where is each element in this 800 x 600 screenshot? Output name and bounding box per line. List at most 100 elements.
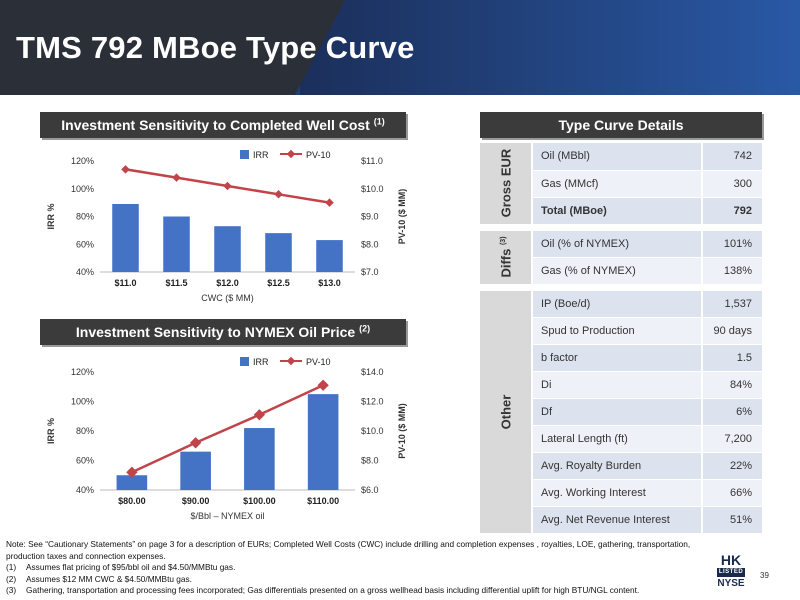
y-tick-label: 120%: [71, 367, 94, 377]
details-label: Avg. Working Interest: [532, 479, 702, 507]
y-tick-label: 60%: [76, 239, 94, 249]
details-value: 7,200: [700, 425, 762, 453]
details-label: Spud to Production: [532, 317, 702, 345]
details-value: 90 days: [700, 317, 762, 345]
irr-bar: [316, 240, 343, 272]
details-row: Gas (% of NYMEX) 138%: [480, 257, 762, 285]
details-label: Oil (MBbl): [532, 143, 702, 171]
details-row: Diffs (3) Oil (% of NYMEX) 101%: [480, 230, 762, 285]
y2-tick-label: $12.0: [361, 397, 384, 407]
details-label: Df: [532, 398, 702, 426]
page-number: 39: [760, 571, 769, 580]
details-group-label: Diffs (3): [498, 236, 513, 278]
x-tick-label: $13.0: [318, 278, 341, 288]
details-value: 1.5: [700, 344, 762, 372]
irr-bar: [112, 204, 139, 272]
type-curve-details-table: Gross EUR Oil (MBbl) 742 Gas (MMcf) 300 Total…: [480, 143, 762, 534]
wellcost-section-title: Investment Sensitivity to Completed Well…: [40, 112, 406, 138]
pv10-point: [325, 198, 334, 207]
details-row: Gross EUR Oil (MBbl) 742: [480, 143, 762, 225]
legend-irr-swatch: [240, 357, 249, 366]
irr-bar: [163, 216, 190, 272]
details-row: Df 6%: [480, 398, 762, 426]
details-value: 742: [700, 143, 762, 171]
pv10-line: [131, 384, 324, 474]
details-group: Gross EUR: [480, 143, 533, 225]
y2-axis-label: PV-10 ($ MM): [397, 189, 407, 245]
details-value: 84%: [700, 371, 762, 399]
footnote-main: Note: See “Cautionary Statements” on pag…: [6, 539, 691, 561]
details-value: 1,537: [700, 290, 762, 318]
details-label: IP (Boe/d): [532, 290, 702, 318]
pv10-point: [121, 165, 130, 174]
x-axis-label: CWC ($ MM): [201, 293, 254, 303]
details-label: Avg. Royalty Burden: [532, 452, 702, 480]
y2-tick-label: $11.0: [361, 156, 383, 166]
y2-tick-label: $9.0: [361, 212, 379, 222]
irr-bar: [244, 428, 275, 490]
details-row: Avg. Royalty Burden 22%: [480, 452, 762, 480]
footnotes: Note: See “Cautionary Statements” on pag…: [6, 539, 706, 597]
y-tick-label: 100%: [71, 184, 94, 194]
y2-tick-label: $8.0: [361, 239, 379, 249]
header-banner: TMS 792 MBoe Type Curve: [0, 0, 800, 95]
details-label: b factor: [532, 344, 702, 372]
irr-bar: [265, 233, 292, 272]
y-tick-label: 80%: [76, 212, 94, 222]
irr-bar: [180, 451, 211, 490]
oil-price-chart: 40% 60% 80% 100% 120% $6.0 $8.0 $10.0 $12.0 $14.0…: [46, 356, 407, 521]
y2-tick-label: $8.0: [361, 456, 379, 466]
y2-tick-label: $14.0: [361, 367, 384, 377]
details-row: b factor 1.5: [480, 344, 762, 372]
details-value: 792: [700, 197, 762, 225]
legend-pv10-marker: [286, 149, 296, 159]
pv10-point: [223, 181, 232, 191]
pv10-point: [126, 466, 138, 478]
details-row: Spud to Production 90 days: [480, 317, 762, 345]
x-tick-label: $11.0: [114, 278, 136, 288]
oil-section-title: Investment Sensitivity to NYMEX Oil Pric…: [40, 319, 406, 345]
x-tick-label: $80.00: [118, 496, 146, 506]
pv10-point: [317, 379, 329, 391]
details-group-label: Gross EUR: [498, 148, 513, 218]
x-tick-label: $90.00: [182, 496, 210, 506]
legend-pv10-label: PV-10: [306, 357, 331, 367]
details-group-label: Other: [498, 394, 513, 429]
y2-tick-label: $10.0: [361, 426, 384, 436]
details-label: Gas (% of NYMEX): [532, 257, 702, 285]
details-row: Lateral Length (ft) 7,200: [480, 425, 762, 453]
legend-irr-label: IRR: [253, 150, 269, 160]
x-axis-label: $/Bbl – NYMEX oil: [190, 511, 264, 521]
details-row: Di 84%: [480, 371, 762, 399]
details-value: 6%: [700, 398, 762, 426]
details-section-title: Type Curve Details: [480, 112, 762, 138]
x-tick-label: $12.0: [216, 278, 239, 288]
details-row: Other IP (Boe/d) 1,537: [480, 290, 762, 534]
details-row: Gas (MMcf) 300: [480, 170, 762, 198]
legend-pv10-marker: [286, 356, 296, 366]
details-group: Diffs (3): [480, 230, 533, 285]
y2-axis-label: PV-10 ($ MM): [397, 403, 407, 459]
details-row: Avg. Net Revenue Interest 51%: [480, 506, 762, 534]
y-tick-label: 40%: [76, 267, 94, 277]
y2-tick-label: $10.0: [361, 184, 384, 194]
details-row: Avg. Working Interest 66%: [480, 479, 762, 507]
x-tick-label: $100.00: [243, 496, 276, 506]
details-label: Total (MBoe): [532, 197, 702, 225]
wellcost-chart: 40% 60% 80% 100% 120% $7.0 $8.0 $9.0 $10.0 $11.0 $…: [46, 149, 407, 303]
details-value: 51%: [700, 506, 762, 534]
y-axis-label: IRR %: [46, 203, 56, 229]
legend-pv10-label: PV-10: [306, 150, 331, 160]
irr-bar: [214, 226, 241, 272]
irr-bar: [116, 475, 148, 490]
pv10-point: [274, 190, 283, 199]
y-tick-label: 120%: [71, 156, 94, 166]
irr-bar: [307, 394, 339, 490]
details-row: Total (MBoe) 792: [480, 197, 762, 225]
pv10-point: [253, 409, 266, 421]
y-tick-label: 60%: [76, 456, 94, 466]
details-value: 101%: [700, 230, 762, 258]
footnote-item: (1) Assumes flat pricing of $95/bbl oil a…: [6, 562, 236, 573]
footnote-item: (2) Assumes $12 MM CWC & $4.50/MMBtu gas.: [6, 573, 192, 584]
details-value: 300: [700, 170, 762, 198]
